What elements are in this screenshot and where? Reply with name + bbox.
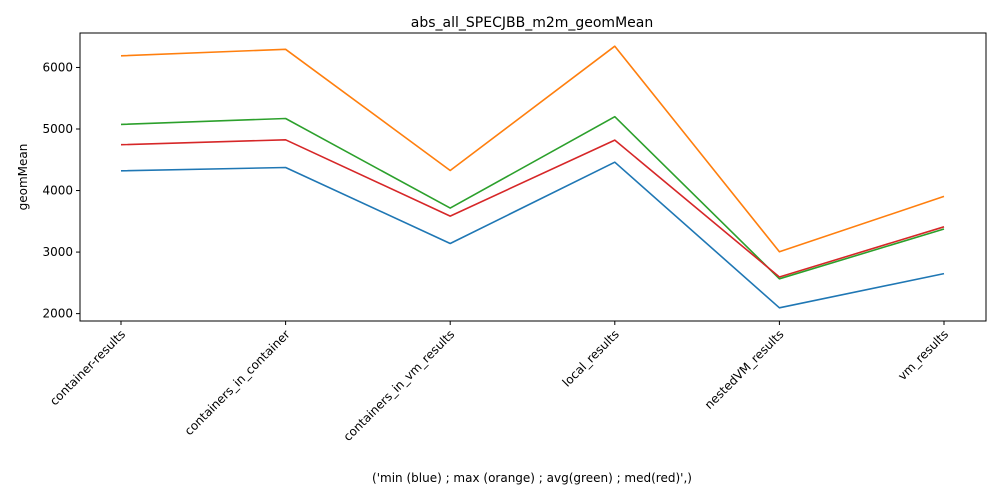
x-tick-label: container-results — [47, 327, 128, 408]
series-line-3 — [120, 139, 945, 278]
x-axis: container-results containers_in_container… — [47, 321, 951, 444]
series-line-1 — [120, 45, 945, 253]
x-tick-label: nestedVM_results — [702, 327, 787, 412]
plot-frame — [79, 32, 987, 322]
y-tick-label: 6000 — [42, 60, 73, 74]
chart-title: abs_all_SPECJBB_m2m_geomMean — [411, 15, 653, 31]
y-tick-label: 5000 — [42, 122, 73, 136]
x-tick-label: containers_in_container — [182, 327, 293, 438]
x-tick-label: vm_results — [895, 327, 951, 383]
y-axis-label: geomMean — [16, 144, 30, 211]
y-tick-label: 3000 — [42, 245, 73, 259]
y-tick-label: 2000 — [42, 307, 73, 321]
y-axis: 2000 3000 4000 5000 6000 — [42, 60, 80, 321]
x-axis-label: ('min (blue) ; max (orange) ; avg(green)… — [372, 471, 692, 485]
y-tick-label: 4000 — [42, 184, 73, 198]
series-line-2 — [120, 115, 945, 280]
x-tick-label: local_results — [560, 327, 622, 389]
series-line-0 — [120, 161, 945, 309]
x-tick-label: containers_in_vm_results — [341, 327, 458, 444]
series-layer — [120, 45, 945, 309]
